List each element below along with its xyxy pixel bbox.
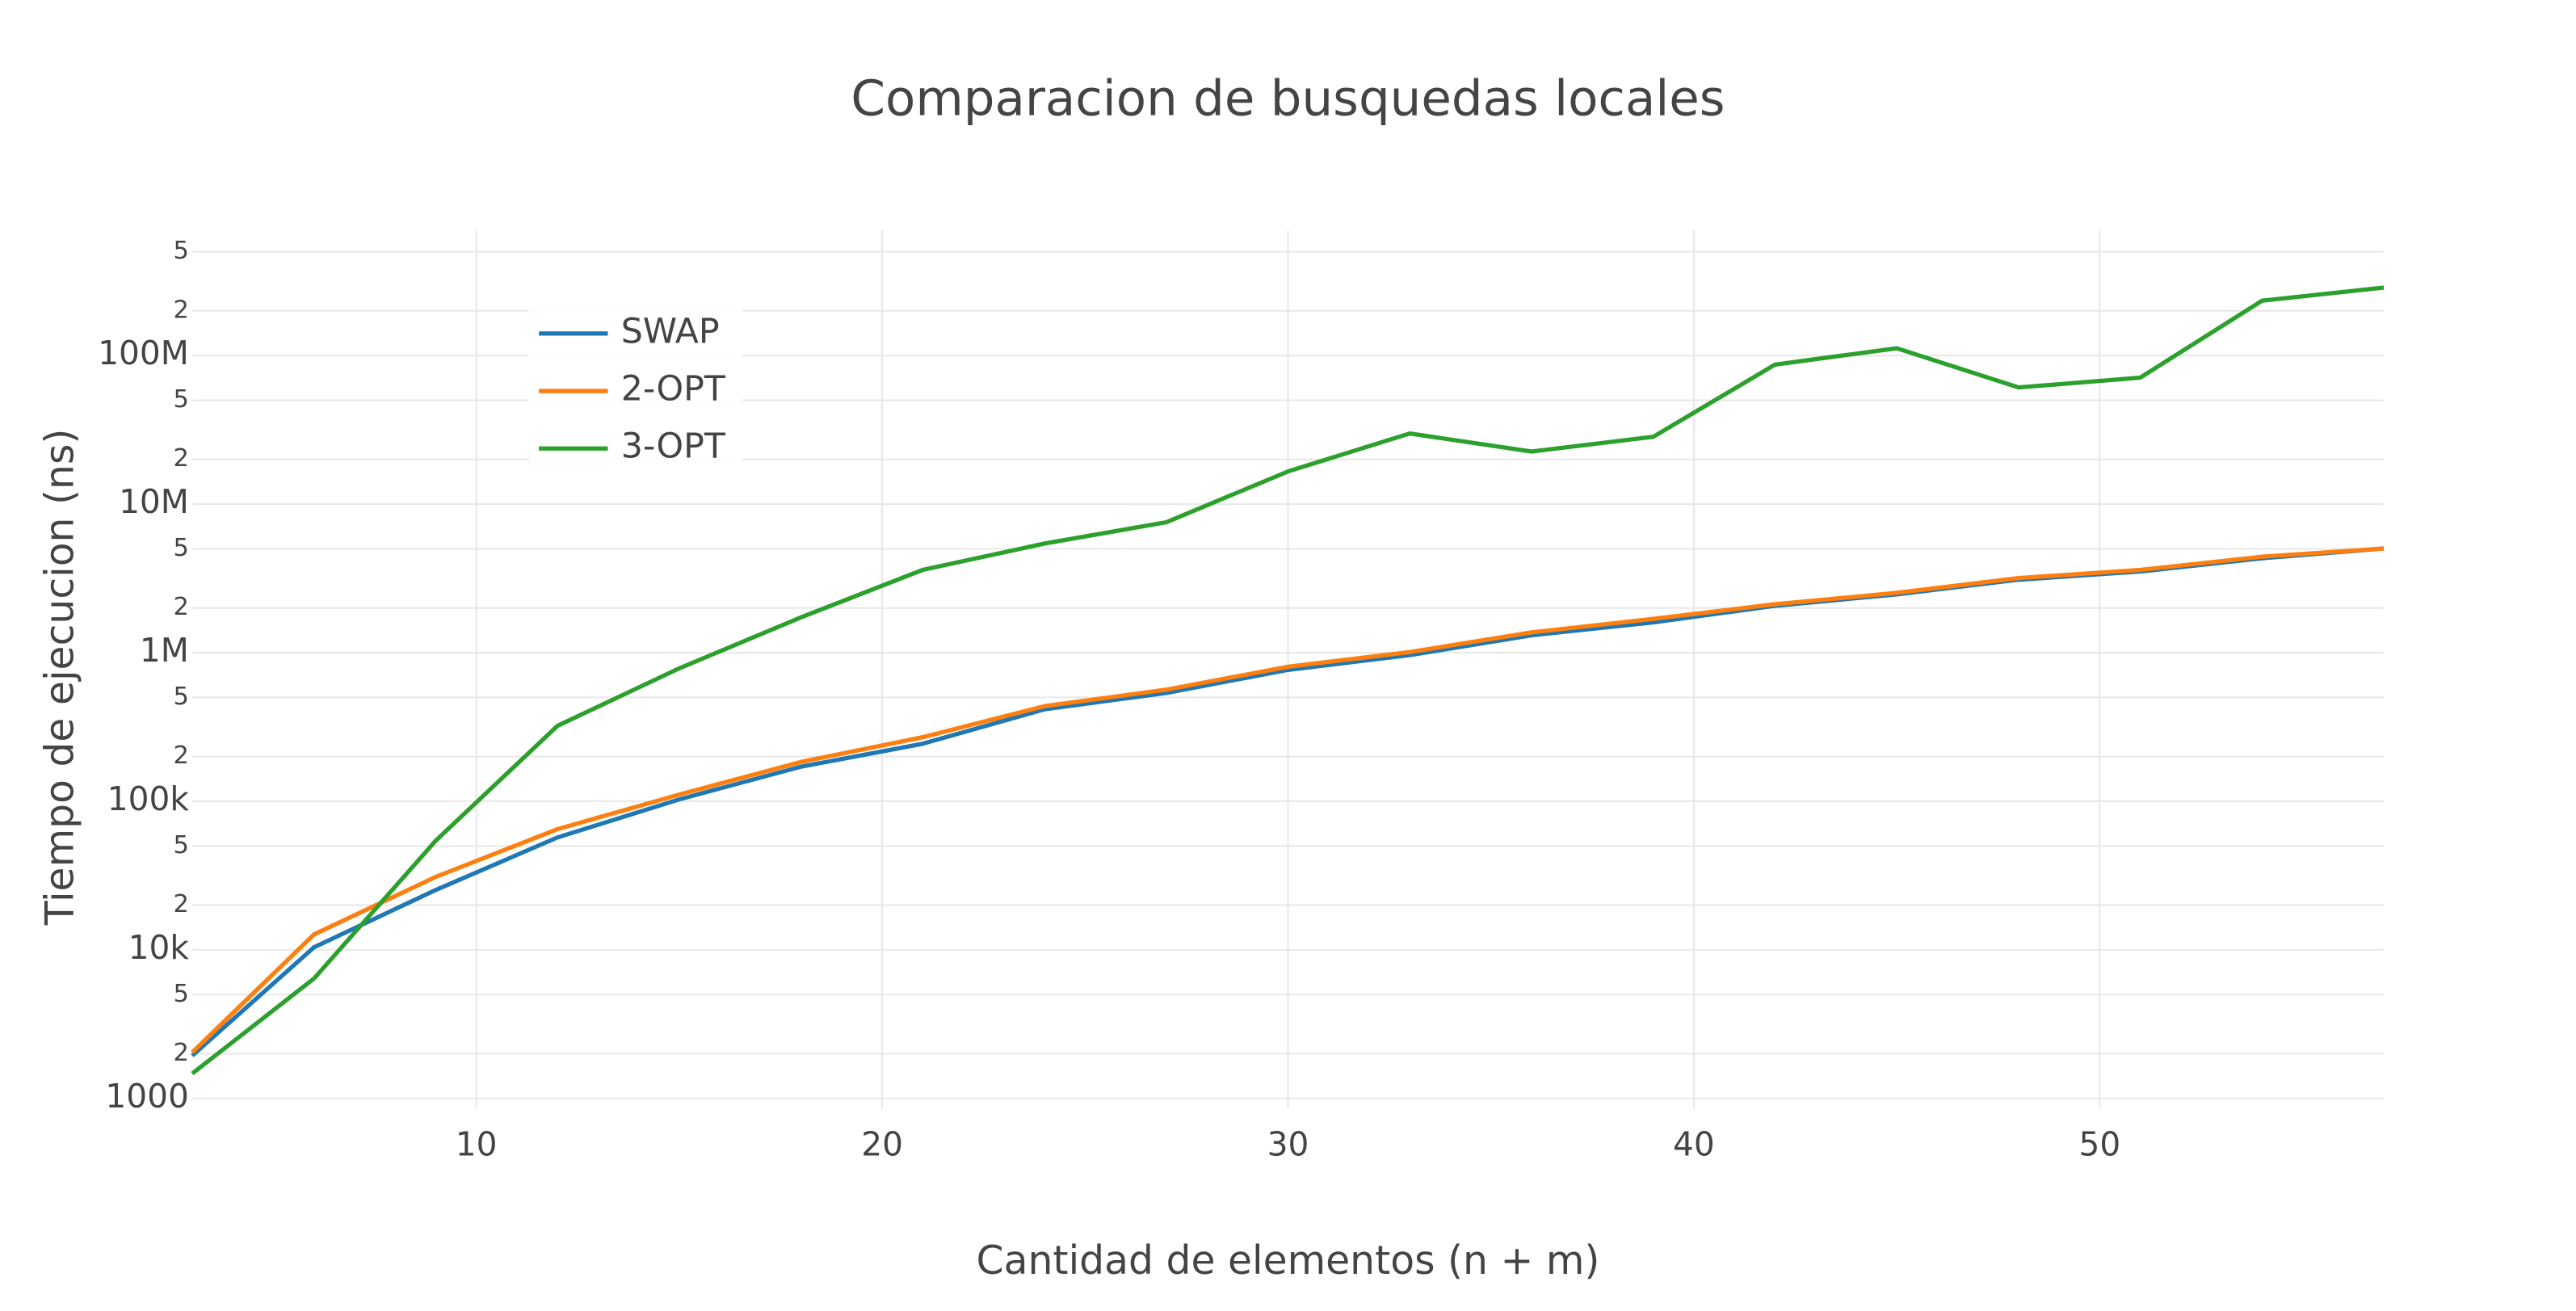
y-tick-label: 1000 [105,1077,188,1116]
chart-title: Comparacion de busquedas locales [851,70,1725,128]
legend-label: 2-OPT [621,369,726,410]
y-tick-label: 2 [173,593,188,621]
y-tick-label: 5 [173,534,188,562]
y-tick-label: 5 [173,683,188,711]
y-tick-label: 5 [173,385,188,414]
legend-label: SWAP [621,311,720,351]
y-axis-title: Tiempo de ejecucion (ns) [36,429,82,927]
grid: 1000 2 5 10k 2 5 100k 2 5 1M 2 5 10M 2 5 100M 2 5 10 20 30 40… [98,229,2385,1164]
y-tick-label: 5 [173,831,188,859]
series-line [191,546,2385,1054]
x-tick-label: 40 [1673,1125,1715,1164]
y-tick-label: 5 [173,237,188,265]
y-tick-label: 10M [119,482,189,521]
y-tick-label: 10k [128,928,190,967]
series-line [191,285,2385,1076]
x-axis-title: Cantidad de elementos (n + m) [977,1237,1600,1284]
x-tick-label: 30 [1267,1125,1309,1164]
y-tick-label: 2 [173,1039,188,1067]
x-tick-label: 50 [2078,1125,2120,1164]
y-tick-label: 2 [173,296,188,324]
y-tick-label: 1M [140,631,189,670]
plot-lines [191,285,2385,1076]
y-tick-label: 100k [107,779,190,818]
y-tick-label: 2 [173,742,188,770]
x-tick-label: 20 [861,1125,903,1164]
y-tick-label: 2 [173,444,188,473]
legend: SWAP 2-OPT 3-OPT [528,296,743,477]
y-tick-label: 2 [173,890,188,918]
x-tick-label: 10 [456,1125,498,1164]
y-tick-label: 5 [173,980,188,1008]
legend-box [528,296,743,477]
y-tick-label: 100M [98,334,189,372]
legend-label: 3-OPT [621,426,726,467]
